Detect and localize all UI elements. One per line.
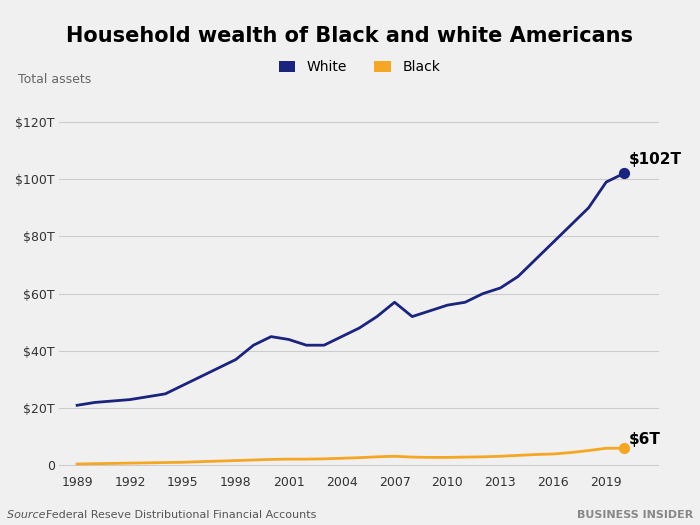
Text: BUSINESS INSIDER: BUSINESS INSIDER [577,510,693,520]
Text: $102T: $102T [629,152,682,166]
Text: Household wealth of Black and white Americans: Household wealth of Black and white Amer… [66,26,634,46]
Text: $6T: $6T [629,432,661,447]
Text: Source:: Source: [7,510,52,520]
Text: Total assets: Total assets [18,73,91,86]
Legend: White, Black: White, Black [273,55,446,80]
Point [618,444,629,453]
Point [618,169,629,177]
Text: Federal Reseve Distributional Financial Accounts: Federal Reseve Distributional Financial … [46,510,316,520]
